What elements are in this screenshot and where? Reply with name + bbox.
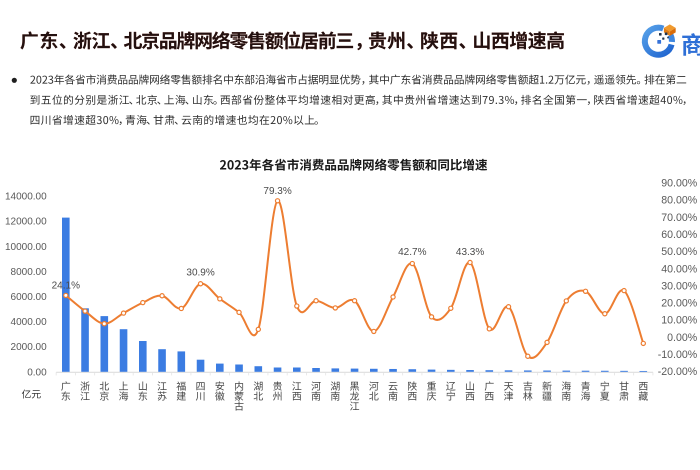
svg-text:79.3%: 79.3% — [263, 186, 291, 197]
svg-text:24.1%: 24.1% — [52, 280, 80, 291]
svg-text:50.00%: 50.00% — [661, 246, 698, 258]
svg-text:42.7%: 42.7% — [398, 247, 426, 258]
svg-text:8000.00: 8000.00 — [11, 267, 48, 278]
svg-text:80.00%: 80.00% — [661, 195, 698, 207]
svg-text:43.3%: 43.3% — [456, 247, 484, 258]
svg-text:70.00%: 70.00% — [661, 212, 698, 224]
svg-text:-20.00%: -20.00% — [658, 366, 698, 378]
svg-text:10.00%: 10.00% — [661, 315, 698, 327]
svg-text:6000.00: 6000.00 — [11, 292, 48, 303]
svg-text:2000.00: 2000.00 — [11, 342, 48, 353]
svg-text:10000.00: 10000.00 — [5, 242, 47, 253]
svg-text:30.9%: 30.9% — [186, 267, 214, 278]
svg-text:40.00%: 40.00% — [661, 263, 698, 275]
svg-text:4000.00: 4000.00 — [11, 317, 48, 328]
svg-text:12000.00: 12000.00 — [5, 217, 47, 228]
svg-text:0.00%: 0.00% — [667, 332, 698, 344]
svg-text:0.00: 0.00 — [27, 367, 47, 378]
svg-text:60.00%: 60.00% — [661, 229, 698, 241]
svg-text:20.00%: 20.00% — [661, 298, 698, 310]
svg-text:14000.00: 14000.00 — [5, 192, 47, 203]
svg-text:-10.00%: -10.00% — [658, 349, 698, 361]
svg-text:90.00%: 90.00% — [661, 178, 698, 190]
svg-text:30.00%: 30.00% — [661, 280, 698, 292]
